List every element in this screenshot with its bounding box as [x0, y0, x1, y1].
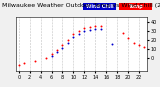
Text: Wind Chill: Wind Chill [86, 4, 114, 9]
Point [143, 46, 146, 48]
Point [72, 34, 75, 35]
Point [23, 63, 25, 64]
Point [72, 36, 75, 38]
FancyBboxPatch shape [83, 3, 116, 10]
Point [100, 28, 102, 30]
Point [34, 60, 36, 61]
Point [138, 45, 140, 46]
Text: Temp: Temp [129, 4, 144, 9]
Point [67, 42, 69, 43]
Point [83, 27, 86, 29]
Point [67, 39, 69, 41]
Point [61, 47, 64, 49]
Point [56, 49, 58, 50]
Point [132, 42, 135, 43]
Point [94, 28, 96, 30]
Point [17, 64, 20, 66]
Point [110, 44, 113, 45]
Point [78, 30, 80, 32]
Point [50, 55, 53, 57]
Point [121, 32, 124, 33]
Point [100, 26, 102, 27]
Point [61, 45, 64, 46]
FancyBboxPatch shape [119, 3, 152, 10]
Point [94, 26, 96, 27]
Point [88, 29, 91, 31]
Text: Milwaukee Weather Outdoor Temp vs Wind Chill (24 Hours): Milwaukee Weather Outdoor Temp vs Wind C… [2, 3, 160, 8]
Point [127, 37, 129, 39]
Point [50, 54, 53, 55]
Point [78, 33, 80, 34]
Point [45, 57, 47, 59]
Point [56, 52, 58, 53]
Point [88, 27, 91, 28]
Point [83, 30, 86, 32]
